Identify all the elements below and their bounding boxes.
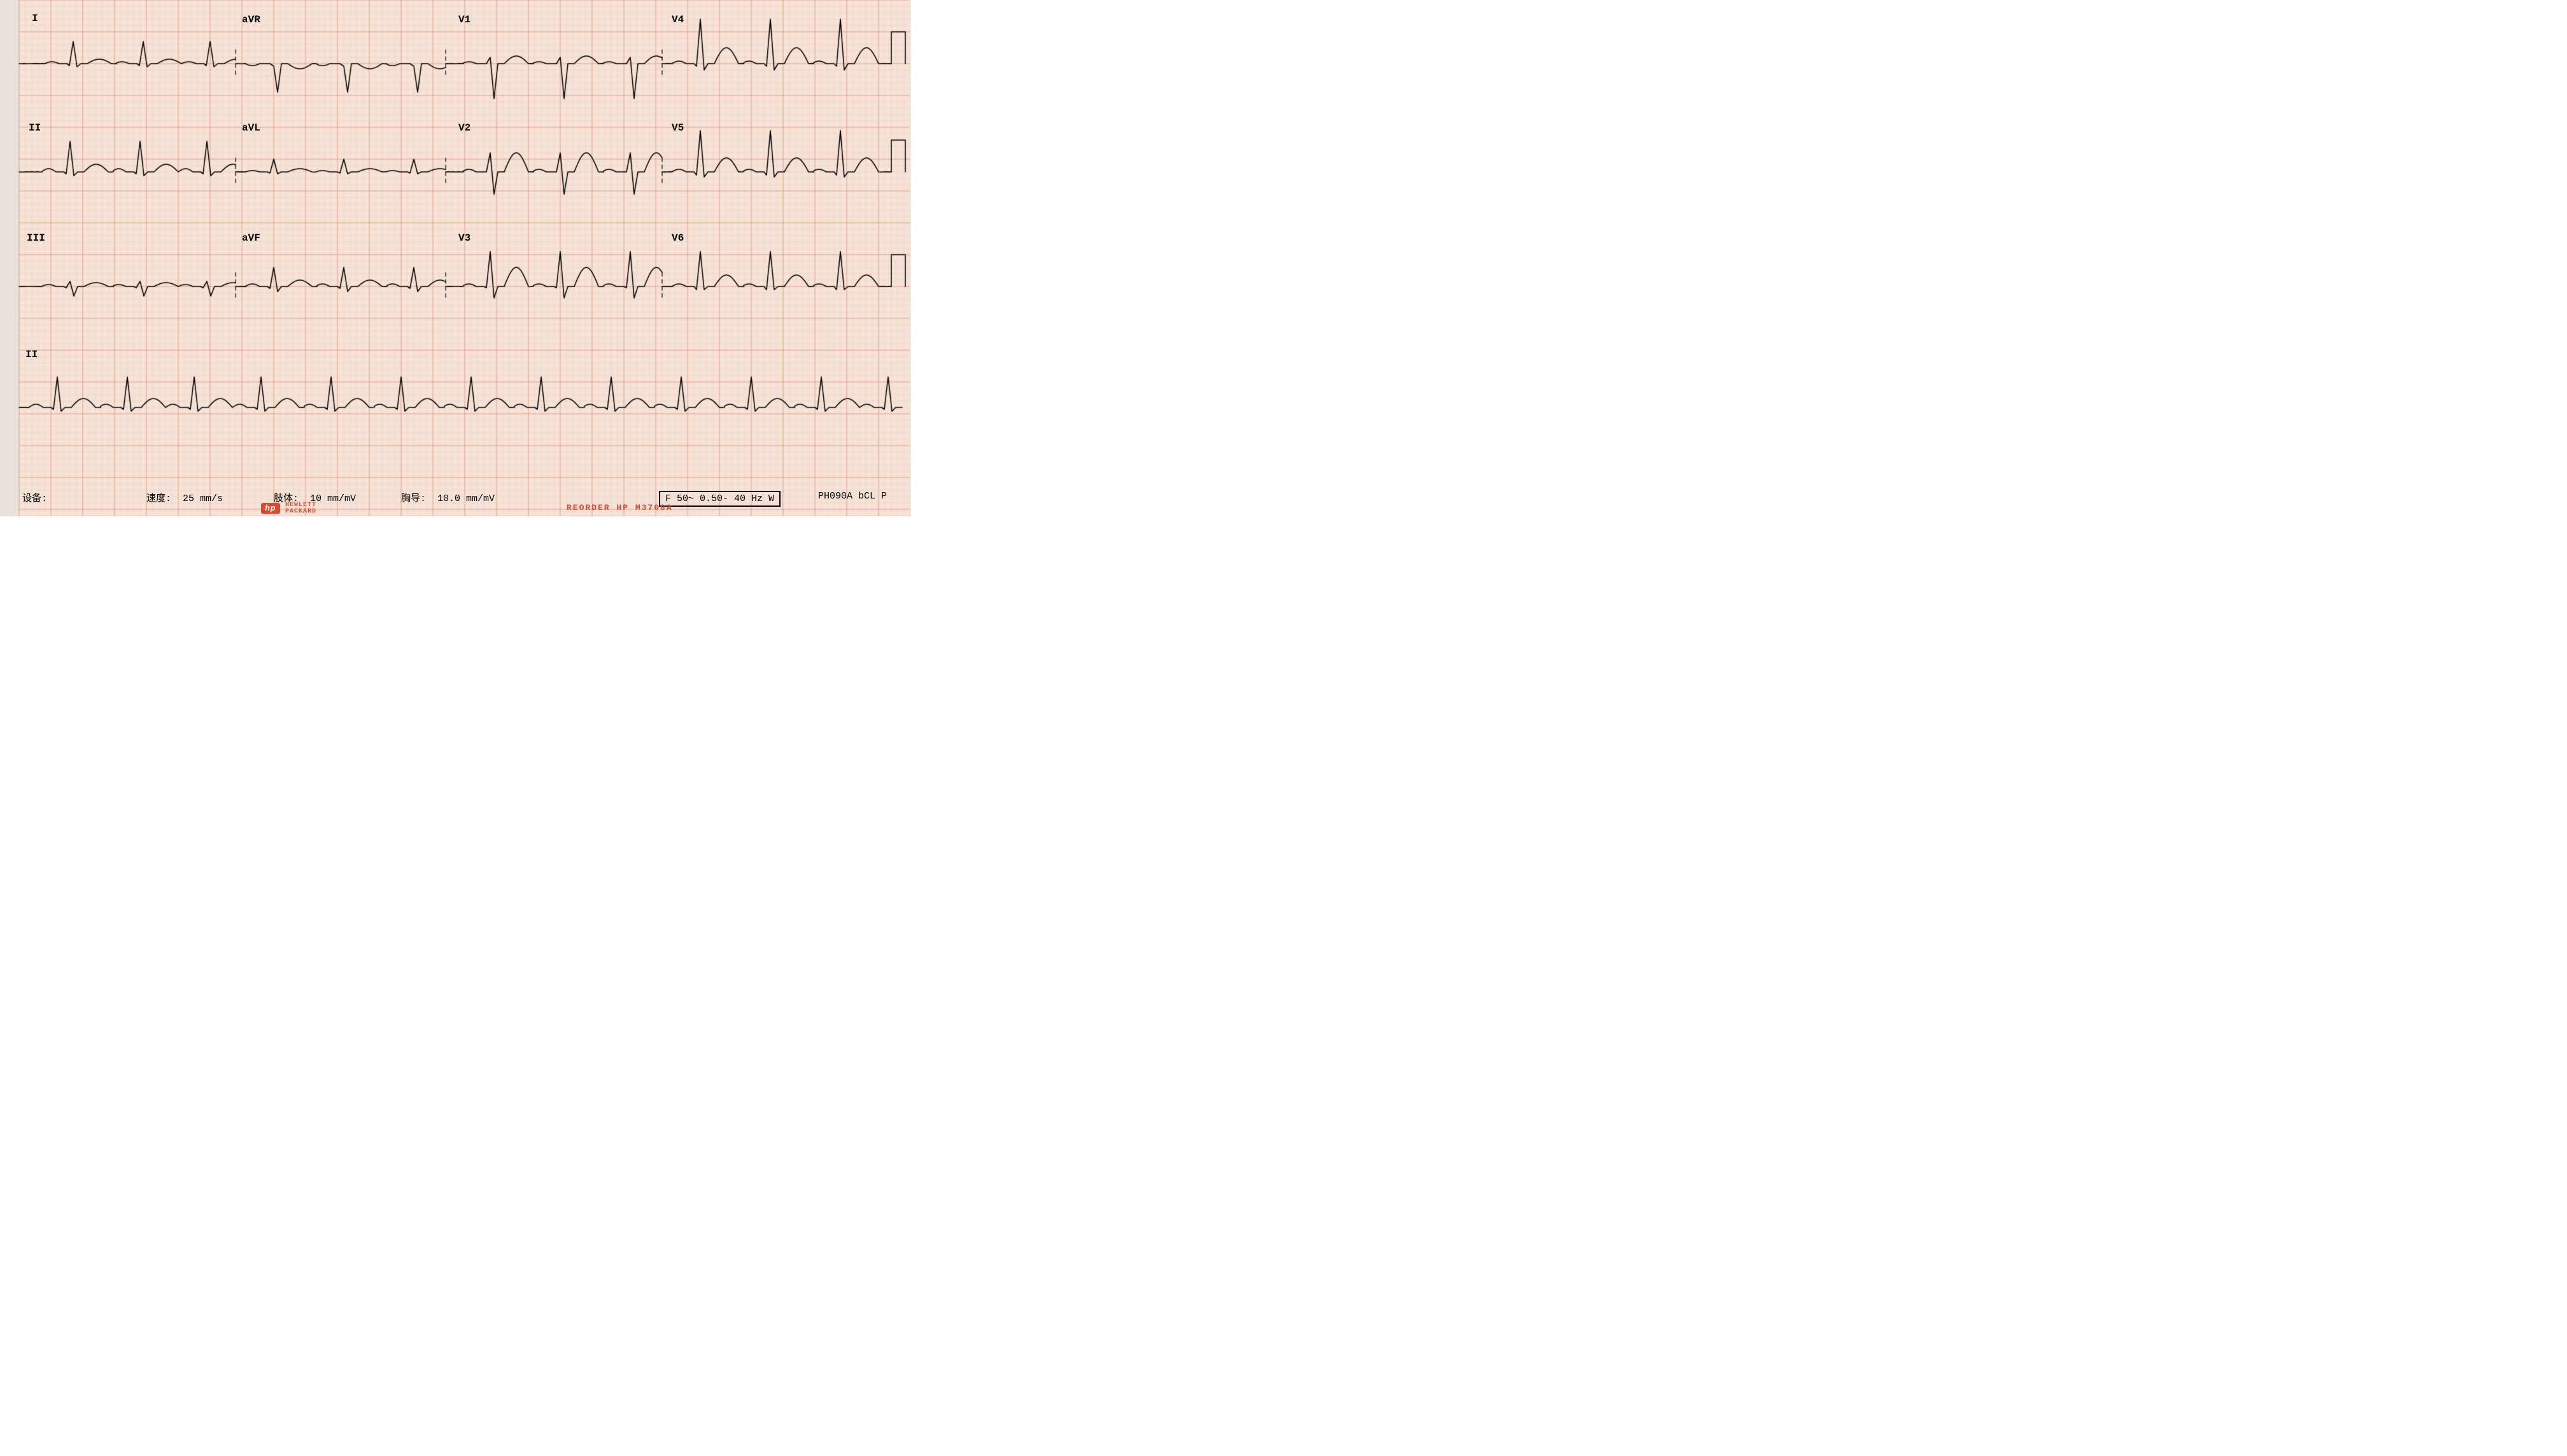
- hp-logo-icon: hp: [261, 503, 280, 514]
- ecg-container: IaVRV1V4IIaVLV2V5IIIaVFV3V6II 设备: 速度: 25…: [0, 0, 910, 516]
- lead-label-V6: V6: [672, 232, 684, 244]
- lead-label-II: II: [25, 349, 38, 360]
- lead-label-II: II: [29, 122, 41, 134]
- lead-label-V3: V3: [458, 232, 470, 244]
- lead-label-V4: V4: [672, 14, 684, 25]
- lead-label-V5: V5: [672, 122, 684, 134]
- reorder-text: REORDER HP M3708A: [567, 503, 673, 512]
- brand-footer: hp HEWLETT PACKARD REORDER HP M3708A: [0, 500, 910, 514]
- lead-label-V2: V2: [458, 122, 470, 134]
- lead-label-III: III: [27, 232, 45, 244]
- lead-label-V1: V1: [458, 14, 470, 25]
- lead-label-aVF: aVF: [242, 232, 260, 244]
- lead-label-I: I: [32, 13, 38, 24]
- hp-brand-name: HEWLETT PACKARD: [285, 502, 316, 515]
- lead-label-aVL: aVL: [242, 122, 260, 134]
- ecg-traces: [0, 0, 910, 516]
- lead-label-aVR: aVR: [242, 14, 260, 25]
